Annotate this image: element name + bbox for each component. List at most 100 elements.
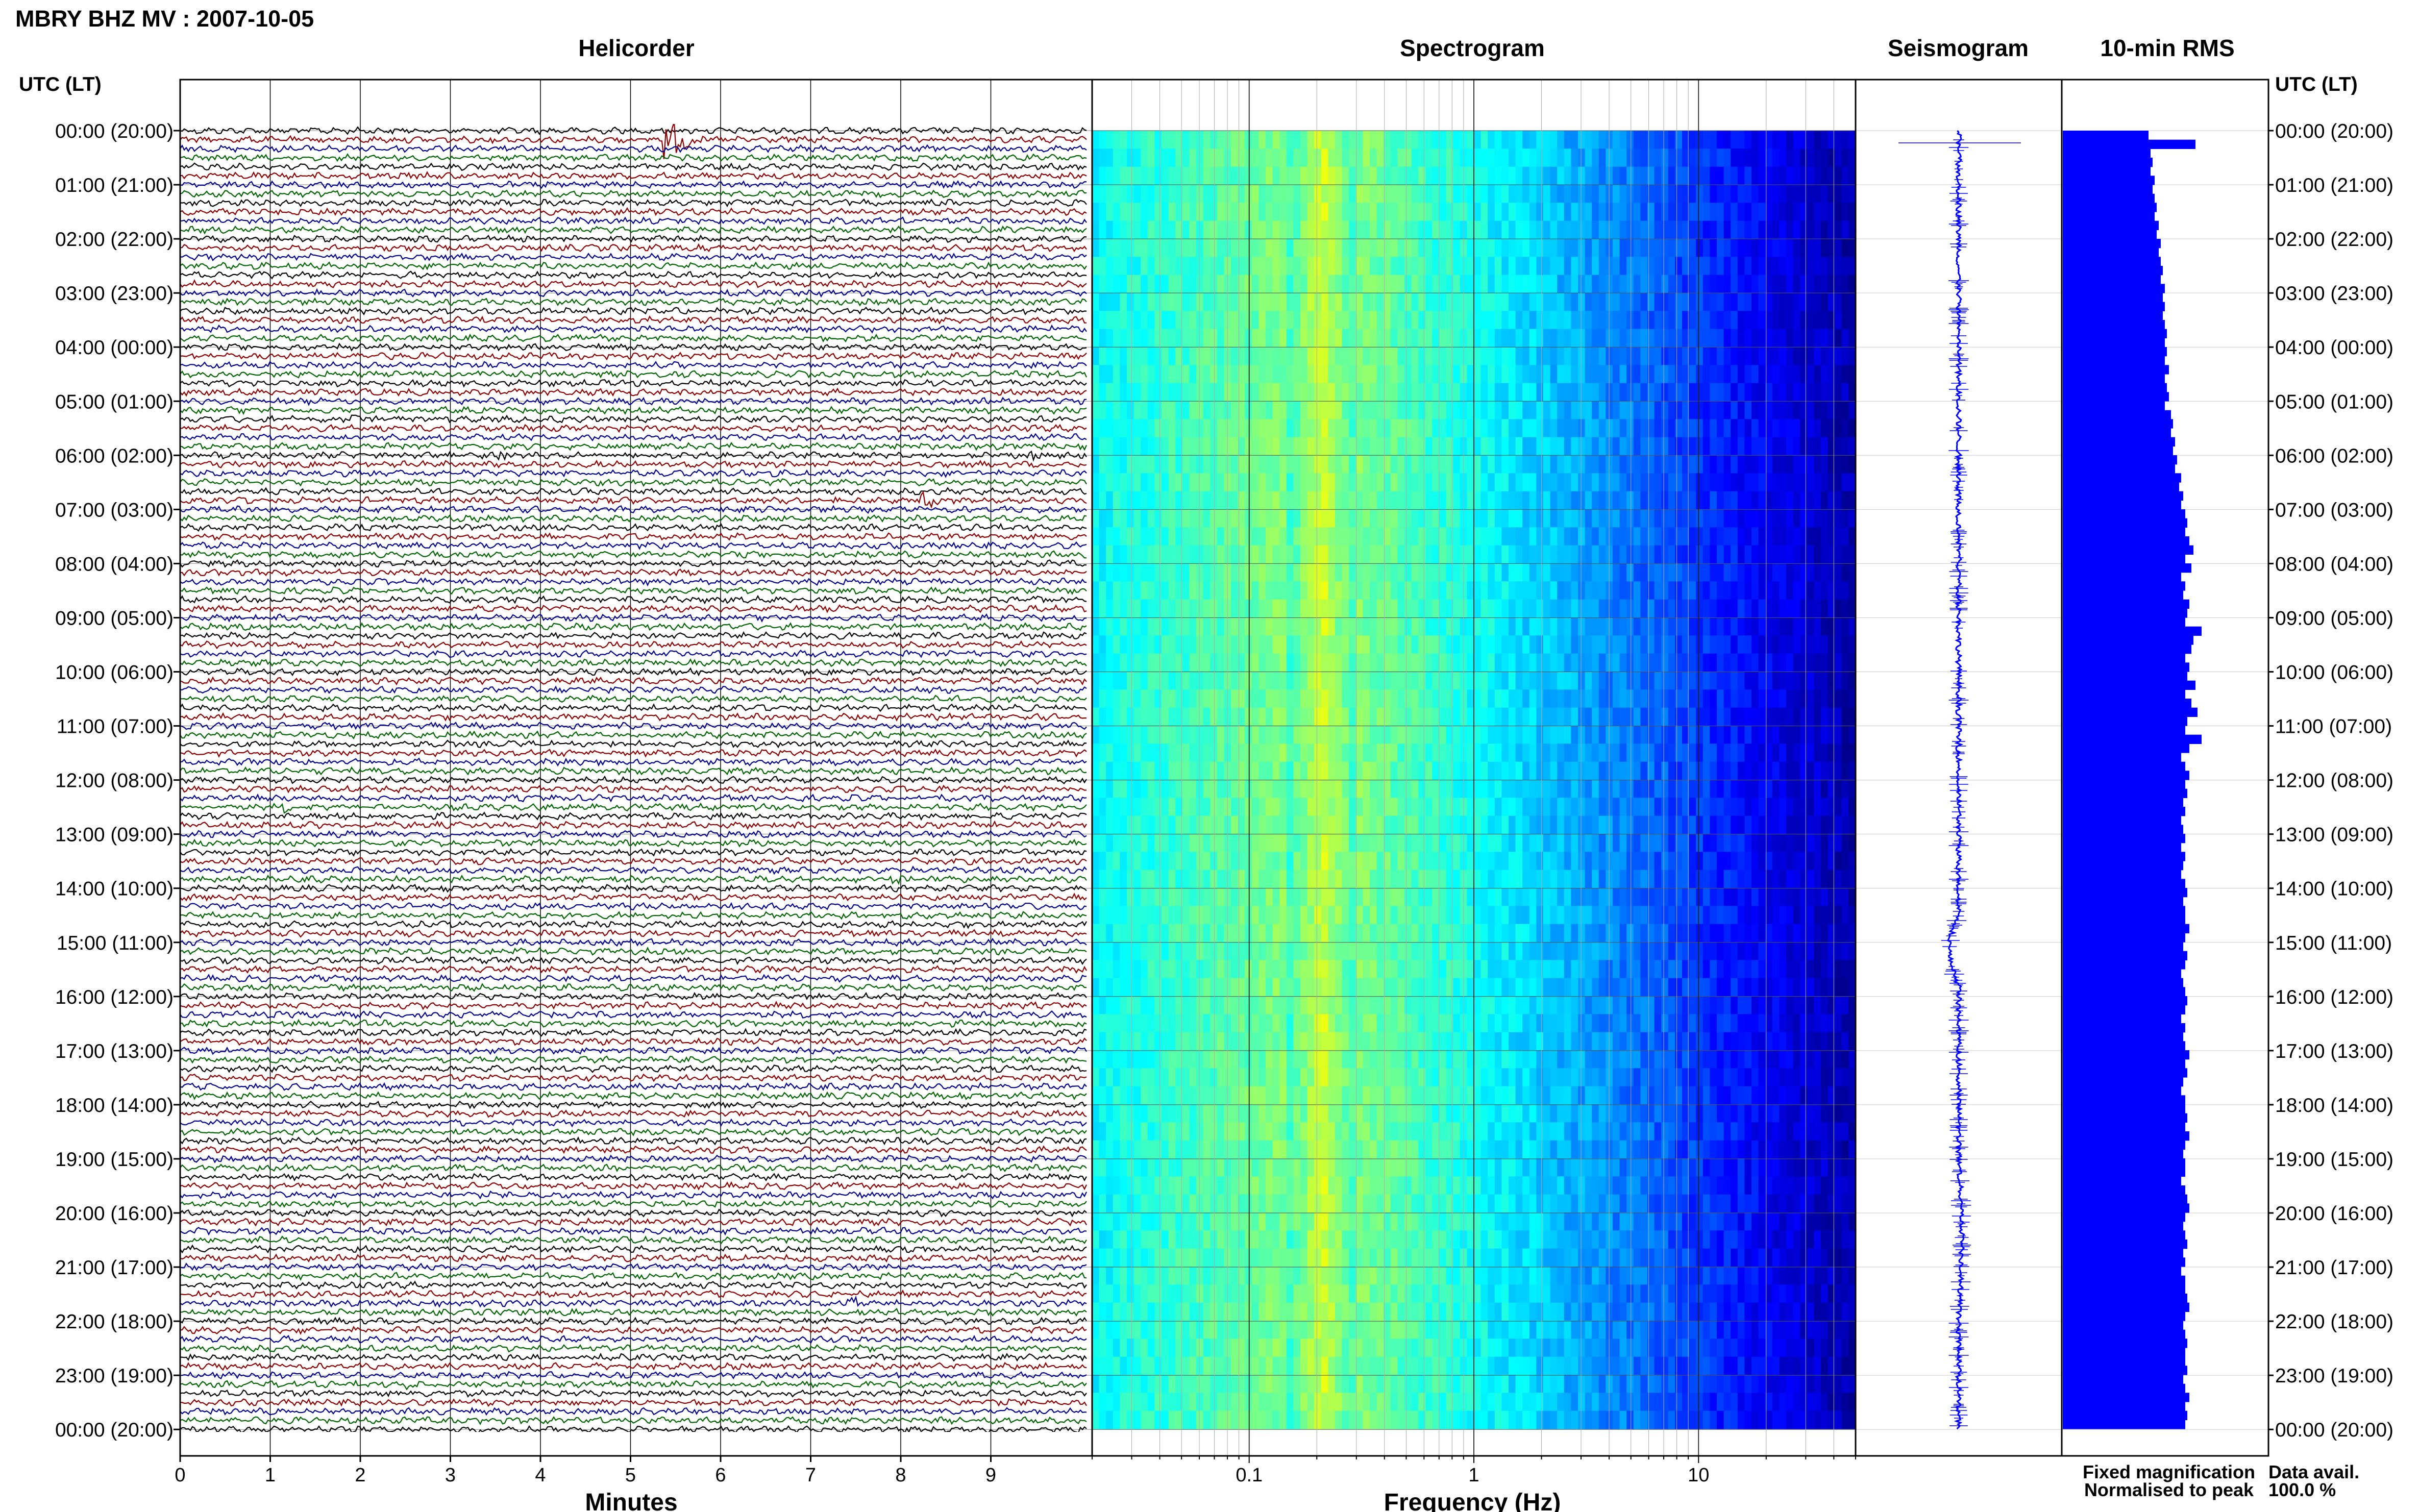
spectrogram-cell	[1272, 257, 1280, 276]
spectrogram-cell	[1696, 185, 1704, 204]
spectrogram-cell	[1141, 870, 1148, 888]
spectrogram-cell	[1793, 852, 1800, 871]
spectrogram-cell	[1203, 635, 1211, 654]
spectrogram-cell	[1384, 761, 1391, 780]
spectrogram-cell	[1182, 185, 1190, 204]
spectrogram-cell	[1682, 743, 1690, 762]
spectrogram-cell	[1120, 707, 1127, 726]
spectrogram-cell	[1432, 707, 1440, 726]
spectrogram-cell	[1266, 870, 1273, 888]
spectrogram-cell	[1175, 780, 1183, 799]
spectrogram-cell	[1355, 365, 1364, 384]
spectrogram-cell	[1425, 311, 1433, 330]
spectrogram-cell	[1411, 743, 1419, 762]
spectrogram-cell	[1245, 365, 1252, 384]
spectrogram-cell	[1168, 293, 1176, 312]
spectrogram-cell	[1765, 166, 1773, 185]
spectrogram-cell	[1758, 293, 1766, 312]
spectrogram-cell	[1231, 257, 1239, 276]
spectrogram-cell	[1321, 653, 1329, 672]
spectrogram-cell	[1509, 672, 1516, 690]
spectrogram-cell	[1675, 707, 1683, 726]
spectrogram-cell	[1828, 148, 1835, 167]
spectrogram-cell	[1626, 293, 1634, 312]
spectrogram-cell	[1224, 780, 1231, 799]
spectrogram-cell	[1800, 617, 1808, 636]
spectrogram-cell	[1453, 185, 1461, 204]
spectrogram-cell	[1258, 599, 1266, 618]
spectrogram-cell	[1585, 491, 1592, 510]
spectrogram-cell	[1224, 131, 1231, 150]
spectrogram-cell	[1772, 166, 1780, 185]
spectrogram-cell	[1509, 870, 1516, 888]
spectrogram-cell	[1557, 383, 1565, 402]
spectrogram-cell	[1592, 257, 1599, 276]
spectrogram-cell	[1765, 347, 1773, 366]
spectrogram-cell	[1307, 148, 1315, 167]
spectrogram-cell	[1217, 599, 1225, 618]
spectrogram-cell	[1384, 563, 1391, 582]
spectrogram-cell	[1613, 635, 1620, 654]
spectrogram-cell	[1640, 726, 1648, 745]
spectrogram-cell	[1286, 834, 1294, 853]
spectrogram-cell	[1710, 707, 1717, 726]
spectrogram-cell	[1217, 437, 1225, 456]
spectrogram-cell	[1335, 527, 1343, 546]
spectrogram-cell	[1182, 365, 1190, 384]
spectrogram-cell	[1522, 852, 1530, 871]
spectrogram-cell	[1758, 509, 1766, 528]
spectrogram-cell	[1404, 148, 1412, 167]
spectrogram-cell	[1828, 275, 1835, 293]
spectrogram-cell	[1731, 726, 1738, 745]
spectrogram-cell	[1828, 311, 1835, 330]
spectrogram-cell	[1349, 455, 1356, 474]
spectrogram-cell	[1175, 239, 1183, 258]
spectrogram-cell	[1120, 798, 1127, 816]
spectrogram-cell	[1432, 473, 1440, 492]
spectrogram-cell	[1633, 834, 1641, 853]
spectrogram-cell	[1480, 852, 1488, 871]
spectrogram-cell	[1404, 329, 1412, 348]
spectrogram-cell	[1550, 870, 1558, 888]
spectrogram-cell	[1737, 527, 1745, 546]
spectrogram-cell	[1404, 815, 1412, 834]
spectrogram-cell	[1342, 581, 1349, 600]
spectrogram-cell	[1397, 707, 1405, 726]
spectrogram-cell	[1300, 311, 1308, 330]
spectrogram-cell	[1286, 148, 1294, 167]
spectrogram-cell	[1731, 473, 1738, 492]
spectrogram-cell	[1397, 239, 1405, 258]
spectrogram-cell	[1758, 653, 1766, 672]
spectrogram-cell	[1654, 672, 1662, 690]
spectrogram-cell	[1390, 329, 1398, 348]
spectrogram-cell	[1272, 437, 1280, 456]
spectrogram-cell	[1668, 798, 1676, 816]
spectrogram-cell	[1626, 401, 1634, 420]
spectrogram-cell	[1758, 166, 1766, 185]
spectrogram-cell	[1231, 888, 1239, 907]
spectrogram-cell	[1682, 815, 1690, 834]
spectrogram-cell	[1633, 743, 1641, 762]
spectrogram-cell	[1564, 491, 1572, 510]
spectrogram-cell	[1786, 185, 1794, 204]
spectrogram-cell	[1141, 509, 1148, 528]
spectrogram-cell	[1106, 852, 1114, 871]
spectrogram-cell	[1300, 491, 1308, 510]
spectrogram-cell	[1106, 672, 1114, 690]
spectrogram-cell	[1418, 455, 1426, 474]
spectrogram-cell	[1564, 329, 1572, 348]
helicorder-trace	[180, 1253, 1087, 1263]
spectrogram-cell	[1682, 220, 1690, 239]
spectrogram-cell	[1598, 491, 1607, 510]
spectrogram-cell	[1453, 852, 1461, 871]
spectrogram-cell	[1432, 815, 1440, 834]
spectrogram-cell	[1654, 148, 1662, 167]
spectrogram-cell	[1321, 599, 1329, 618]
spectrogram-cell	[1231, 743, 1239, 762]
spectrogram-cell	[1224, 761, 1231, 780]
spectrogram-cell	[1814, 743, 1821, 762]
spectrogram-cell	[1376, 401, 1384, 420]
spectrogram-cell	[1619, 599, 1627, 618]
spectrogram-cell	[1092, 220, 1100, 239]
spectrogram-cell	[1765, 239, 1773, 258]
